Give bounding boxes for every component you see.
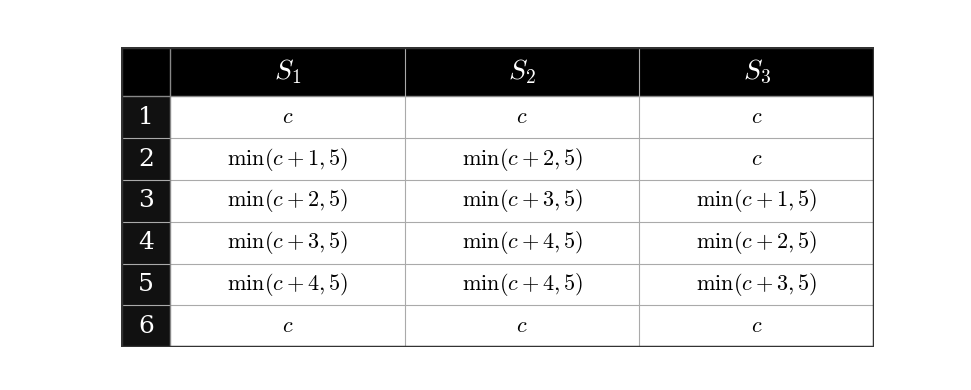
Text: $\min(c+4,5)$: $\min(c+4,5)$	[227, 271, 348, 298]
Text: $S_2$: $S_2$	[508, 57, 536, 86]
Text: $c$: $c$	[517, 106, 528, 128]
Text: $\min(c+4,5)$: $\min(c+4,5)$	[461, 271, 583, 298]
Text: $c$: $c$	[751, 148, 762, 170]
Bar	[121, 264, 170, 305]
Text: $c$: $c$	[282, 315, 293, 337]
Text: $c$: $c$	[751, 315, 762, 337]
Bar	[405, 264, 639, 305]
Text: $c$: $c$	[751, 106, 762, 128]
Bar	[405, 305, 639, 347]
Bar	[170, 96, 405, 138]
Text: 2: 2	[138, 147, 153, 170]
Text: 1: 1	[138, 106, 153, 129]
Bar	[121, 96, 170, 138]
Text: $\min(c+2,5)$: $\min(c+2,5)$	[227, 187, 348, 214]
Bar	[170, 264, 405, 305]
Text: $S_1$: $S_1$	[274, 57, 301, 86]
Bar	[405, 47, 639, 96]
Text: $\min(c+1,5)$: $\min(c+1,5)$	[696, 187, 818, 214]
Bar	[639, 180, 874, 222]
Text: $c$: $c$	[517, 315, 528, 337]
Text: $\min(c+2,5)$: $\min(c+2,5)$	[696, 229, 818, 256]
Bar	[405, 96, 639, 138]
Text: $\min(c+4,5)$: $\min(c+4,5)$	[461, 229, 583, 256]
Bar	[639, 222, 874, 264]
Bar	[170, 222, 405, 264]
Bar	[170, 180, 405, 222]
Text: 5: 5	[138, 273, 153, 296]
Text: 3: 3	[138, 189, 153, 212]
Text: $\min(c+2,5)$: $\min(c+2,5)$	[461, 145, 583, 172]
Text: 4: 4	[138, 231, 153, 254]
Bar	[639, 96, 874, 138]
Bar	[639, 138, 874, 180]
Bar	[405, 180, 639, 222]
Bar	[639, 264, 874, 305]
Bar	[405, 222, 639, 264]
Bar	[170, 305, 405, 347]
Text: $\min(c+3,5)$: $\min(c+3,5)$	[696, 271, 818, 298]
Bar	[121, 47, 170, 96]
Text: $\min(c+3,5)$: $\min(c+3,5)$	[461, 187, 583, 214]
Bar	[639, 47, 874, 96]
Text: $c$: $c$	[282, 106, 293, 128]
Text: $\min(c+3,5)$: $\min(c+3,5)$	[227, 229, 348, 256]
Text: $S_3$: $S_3$	[743, 58, 771, 85]
Bar	[170, 138, 405, 180]
Text: 6: 6	[138, 315, 153, 338]
Bar	[121, 180, 170, 222]
Bar	[121, 222, 170, 264]
Bar	[170, 47, 405, 96]
Bar	[639, 305, 874, 347]
Bar	[121, 138, 170, 180]
Bar	[405, 138, 639, 180]
Bar	[121, 305, 170, 347]
Text: $\min(c+1,5)$: $\min(c+1,5)$	[227, 145, 348, 172]
